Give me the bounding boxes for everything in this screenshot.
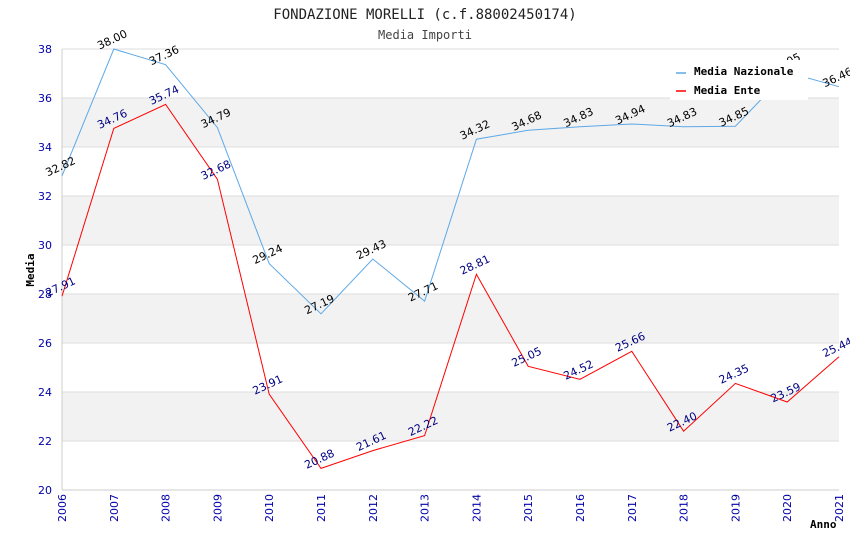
x-tick-label: 2008 [160, 494, 173, 522]
x-tick-label: 2013 [419, 494, 432, 522]
x-tick-label: 2010 [263, 494, 276, 522]
x-tick-label: 2018 [678, 494, 691, 522]
y-tick-label: 36 [38, 92, 52, 105]
x-tick-label: 2014 [470, 494, 483, 522]
grid-band [62, 392, 839, 441]
y-tick-label: 32 [38, 190, 52, 203]
x-tick-label: 2007 [108, 494, 121, 522]
x-tick-label: 2009 [211, 494, 224, 522]
x-tick-label: 2019 [729, 494, 742, 522]
grid-band [62, 147, 839, 196]
grid-band [62, 343, 839, 392]
y-tick-label: 38 [38, 43, 52, 56]
y-tick-label: 34 [38, 141, 52, 154]
legend: Media Nazionale Media Ente [670, 60, 808, 100]
grid-band [62, 294, 839, 343]
chart-subtitle: Media Importi [378, 28, 472, 42]
grid-band [62, 98, 839, 147]
series-line-media-nazionale [61, 48, 840, 315]
x-tick-label: 2011 [315, 494, 328, 522]
y-axis-label: Media [24, 253, 37, 286]
y-tick-label: 24 [38, 386, 52, 399]
legend-box [670, 60, 808, 100]
y-tick-label: 22 [38, 435, 52, 448]
grid-band [62, 245, 839, 294]
x-tick-label: 2015 [522, 494, 535, 522]
x-axis-label: Anno [810, 518, 837, 531]
grid-band [62, 441, 839, 490]
y-tick-label: 26 [38, 337, 52, 350]
legend-label-media-nazionale: Media Nazionale [694, 65, 794, 78]
chart-title: FONDAZIONE MORELLI (c.f.88002450174) [273, 7, 576, 23]
x-tick-label: 2006 [56, 494, 69, 522]
x-tick-label: 2021 [833, 494, 846, 522]
y-tick-label: 30 [38, 239, 52, 252]
x-tick-label: 2020 [781, 494, 794, 522]
legend-label-media-ente: Media Ente [694, 84, 761, 97]
x-tick-label: 2016 [574, 494, 587, 522]
y-tick-label: 28 [38, 288, 52, 301]
series-line-media-ente [61, 103, 840, 469]
x-tick-label: 2012 [367, 494, 380, 522]
x-tick-label: 2017 [626, 494, 639, 522]
y-tick-label: 20 [38, 484, 52, 497]
